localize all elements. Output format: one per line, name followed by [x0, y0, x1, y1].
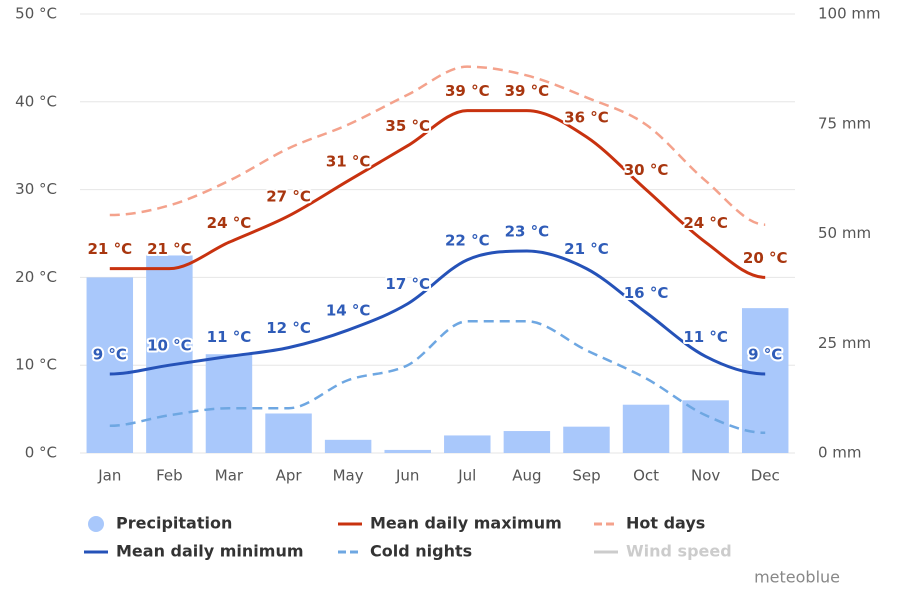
bar [503, 431, 551, 453]
x-tick-label: May [333, 467, 364, 485]
value-label: 24 °C [683, 214, 728, 232]
bar [741, 308, 789, 453]
legend-label[interactable]: Wind speed [626, 542, 732, 561]
y-tick-label: 10 °C [15, 356, 57, 374]
value-label: 20 °C [743, 249, 788, 267]
x-tick-label: Oct [633, 467, 659, 485]
x-tick-label: Sep [572, 467, 600, 485]
bar [444, 435, 491, 453]
x-tick-label: Apr [276, 467, 303, 485]
value-label: 39 °C [505, 82, 550, 100]
value-label: 39 °C [445, 82, 490, 100]
value-label: 21 °C [564, 240, 609, 258]
value-label: 11 °C [683, 328, 728, 346]
x-tick-label: Nov [691, 467, 720, 485]
legend: Precipitation Mean daily maximum Hot days M… [84, 514, 732, 561]
bar [205, 354, 253, 453]
lines [109, 65, 766, 435]
x-tick-label: Jul [457, 467, 476, 485]
value-label: 30 °C [624, 161, 669, 179]
value-label: 11 °C [207, 328, 252, 346]
y-tick-label: 30 °C [15, 180, 57, 198]
x-tick-label: Feb [156, 467, 183, 485]
line [109, 249, 766, 376]
legend-label[interactable]: Hot days [626, 514, 705, 533]
bar [265, 413, 312, 453]
bars [86, 255, 789, 453]
x-tick-label: Jan [97, 467, 121, 485]
line [109, 320, 766, 435]
line [109, 109, 766, 279]
value-label: 12 °C [266, 319, 311, 337]
value-label: 36 °C [564, 108, 609, 126]
y-tick-label: 50 °C [15, 5, 57, 23]
y-tick-label: 20 °C [15, 268, 57, 286]
labels: 21 °C 21 °C 24 °C 27 °C 31 °C 35 °C 39 °C 39 °C… [85, 80, 789, 365]
grid: 0 °C 10 °C 20 °C 30 °C 40 °C 50 °C 0 mm 25 mm 50… [15, 5, 880, 485]
value-label: 9 °C [93, 345, 127, 363]
value-label: 27 °C [266, 187, 311, 205]
value-label: 17 °C [385, 275, 430, 293]
value-label: 31 °C [326, 152, 371, 170]
legend-label[interactable]: Precipitation [116, 514, 232, 533]
value-label: 9 °C [748, 345, 782, 363]
x-tick-label: Dec [751, 467, 780, 485]
y2-tick-label: 75 mm [818, 114, 871, 132]
value-label: 14 °C [326, 302, 371, 320]
y-tick-label: 40 °C [15, 92, 57, 110]
x-tick-label: Jun [395, 467, 419, 485]
value-label: 23 °C [505, 223, 550, 241]
y2-tick-label: 50 mm [818, 224, 871, 242]
legend-label[interactable]: Mean daily minimum [116, 542, 304, 561]
legend-symbol [88, 516, 104, 532]
bar [384, 449, 431, 453]
value-label: 21 °C [147, 240, 192, 258]
y-tick-label: 0 °C [25, 444, 57, 462]
value-label: 10 °C [147, 337, 192, 355]
y2-tick-label: 25 mm [818, 334, 871, 352]
value-label: 16 °C [624, 284, 669, 302]
x-tick-label: Aug [512, 467, 541, 485]
bar [563, 426, 610, 453]
watermark: meteoblue [754, 568, 840, 587]
value-label: 22 °C [445, 231, 490, 249]
line [109, 65, 766, 226]
bar [146, 255, 193, 453]
y2-tick-label: 100 mm [818, 5, 881, 23]
y2-tick-label: 0 mm [818, 444, 862, 462]
bar [622, 404, 670, 453]
value-label: 24 °C [207, 214, 252, 232]
value-label: 21 °C [87, 240, 132, 258]
legend-label[interactable]: Mean daily maximum [370, 514, 562, 533]
x-tick-label: Mar [215, 467, 244, 485]
bar [324, 439, 372, 453]
bar [86, 277, 134, 453]
legend-label[interactable]: Cold nights [370, 542, 472, 561]
bar [682, 400, 729, 453]
value-label: 35 °C [385, 117, 430, 135]
